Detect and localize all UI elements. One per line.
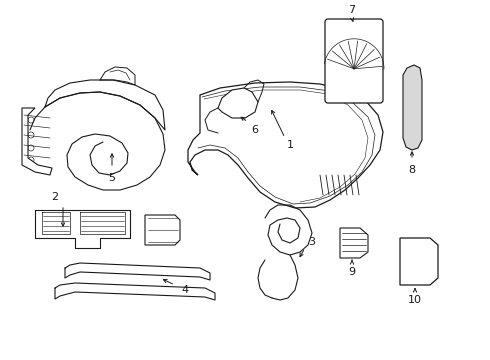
- Text: 10: 10: [408, 295, 422, 305]
- Polygon shape: [145, 215, 180, 245]
- Text: 9: 9: [348, 267, 356, 277]
- Polygon shape: [340, 228, 368, 258]
- Polygon shape: [188, 82, 383, 208]
- FancyBboxPatch shape: [325, 19, 383, 103]
- Polygon shape: [218, 88, 258, 118]
- Text: 4: 4: [181, 285, 189, 295]
- Polygon shape: [400, 238, 438, 285]
- Text: 8: 8: [409, 165, 416, 175]
- Text: 7: 7: [348, 5, 356, 15]
- Polygon shape: [22, 108, 52, 175]
- Text: 5: 5: [108, 173, 116, 183]
- Polygon shape: [403, 65, 422, 150]
- Text: 6: 6: [251, 125, 259, 135]
- Text: 3: 3: [309, 237, 316, 247]
- Text: 1: 1: [287, 140, 294, 150]
- Text: 2: 2: [51, 192, 59, 202]
